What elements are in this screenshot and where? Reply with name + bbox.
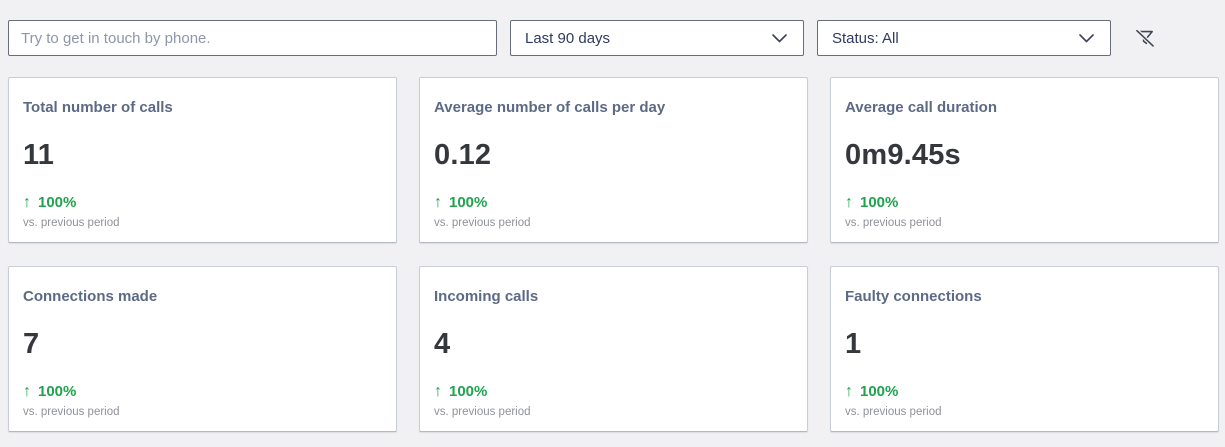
card-trend: ↑ 100% (434, 383, 793, 401)
stat-card-avg-calls-per-day: Average number of calls per day 0.12 ↑ 1… (419, 77, 808, 243)
card-title: Connections made (23, 288, 158, 305)
card-trend: ↑ 100% (23, 383, 382, 401)
filter-off-icon (1134, 27, 1156, 49)
card-title: Average number of calls per day (434, 99, 666, 116)
card-value: 0.12 (434, 139, 492, 171)
trend-up-arrow-icon: ↑ (23, 383, 31, 400)
card-note: vs. previous period (23, 217, 120, 229)
card-note: vs. previous period (845, 217, 942, 229)
chevron-down-icon (772, 33, 787, 43)
stat-card-incoming-calls: Incoming calls 4 ↑ 100% vs. previous per… (419, 266, 808, 432)
trend-up-arrow-icon: ↑ (845, 383, 853, 400)
trend-up-arrow-icon: ↑ (23, 194, 31, 211)
filter-toolbar: Last 90 days Status: All (0, 0, 1225, 56)
trend-percent: 100% (860, 383, 899, 400)
status-value: Status: All (832, 29, 899, 47)
card-title: Faulty connections (845, 288, 982, 305)
card-value: 4 (434, 328, 451, 360)
status-select[interactable]: Status: All (817, 20, 1111, 56)
card-trend: ↑ 100% (434, 194, 793, 212)
card-value: 11 (23, 139, 55, 171)
card-trend: ↑ 100% (845, 383, 1204, 401)
stat-card-faulty-connections: Faulty connections 1 ↑ 100% vs. previous… (830, 266, 1219, 432)
card-title: Total number of calls (23, 99, 173, 116)
card-note: vs. previous period (23, 406, 120, 418)
chevron-down-icon (1079, 33, 1094, 43)
search-input[interactable] (8, 20, 497, 56)
trend-percent: 100% (38, 194, 77, 211)
trend-percent: 100% (449, 194, 488, 211)
trend-up-arrow-icon: ↑ (434, 194, 442, 211)
trend-up-arrow-icon: ↑ (845, 194, 853, 211)
card-value: 1 (845, 328, 862, 360)
trend-up-arrow-icon: ↑ (434, 383, 442, 400)
trend-percent: 100% (860, 194, 899, 211)
trend-percent: 100% (38, 383, 77, 400)
clear-filters-button[interactable] (1131, 24, 1159, 52)
card-trend: ↑ 100% (845, 194, 1204, 212)
card-title: Incoming calls (434, 288, 539, 305)
card-note: vs. previous period (434, 406, 531, 418)
card-trend: ↑ 100% (23, 194, 382, 212)
date-range-value: Last 90 days (525, 29, 611, 47)
card-value: 7 (23, 328, 40, 360)
date-range-select[interactable]: Last 90 days (510, 20, 804, 56)
stat-card-connections-made: Connections made 7 ↑ 100% vs. previous p… (8, 266, 397, 432)
card-note: vs. previous period (845, 406, 942, 418)
card-title: Average call duration (845, 99, 997, 116)
stats-grid: Total number of calls 11 ↑ 100% vs. prev… (0, 56, 1225, 432)
stat-card-total-calls: Total number of calls 11 ↑ 100% vs. prev… (8, 77, 397, 243)
trend-percent: 100% (449, 383, 488, 400)
card-value: 0m9.45s (845, 139, 961, 171)
stat-card-avg-call-duration: Average call duration 0m9.45s ↑ 100% vs.… (830, 77, 1219, 243)
card-note: vs. previous period (434, 217, 531, 229)
